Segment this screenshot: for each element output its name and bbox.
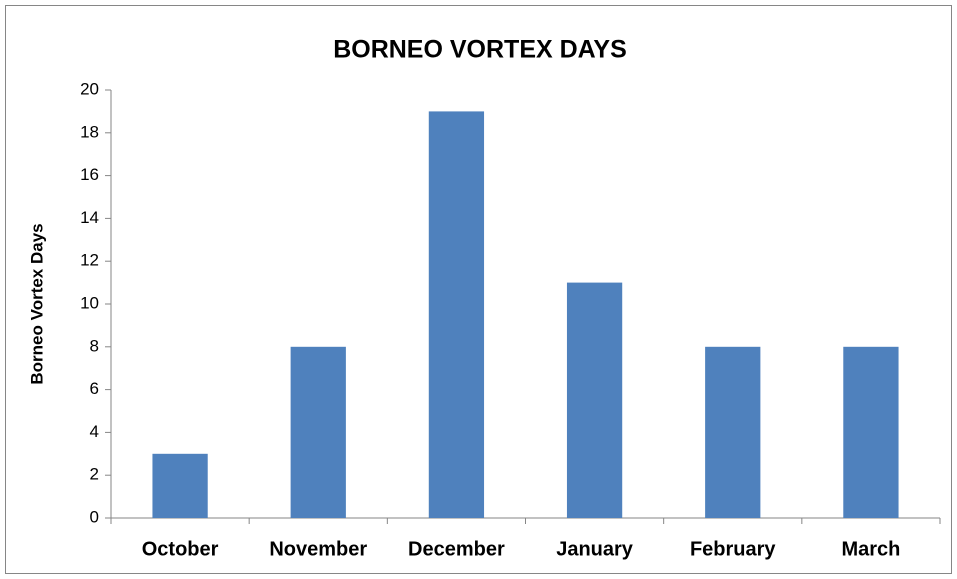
bar [152, 453, 208, 518]
y-tick-label: 12 [80, 251, 99, 270]
y-tick-label: 6 [90, 379, 99, 398]
y-tick-label: 16 [80, 165, 99, 184]
bar [843, 346, 899, 518]
x-tick-label: March [841, 538, 900, 560]
y-axis-label: Borneo Vortex Days [27, 223, 46, 384]
y-tick-label: 14 [80, 208, 99, 227]
x-tick-label: February [690, 538, 776, 560]
bar [428, 111, 485, 519]
bar [290, 346, 346, 518]
y-tick-label: 0 [90, 507, 99, 526]
bar [705, 346, 761, 518]
y-tick-label: 20 [80, 79, 99, 98]
y-tick-label: 2 [90, 465, 99, 484]
x-tick-label: December [408, 538, 505, 560]
x-tick-label: January [556, 538, 634, 560]
x-tick-label: October [142, 538, 219, 560]
chart-title: BORNEO VORTEX DAYS [333, 36, 627, 64]
y-tick-label: 4 [90, 422, 99, 441]
bar [566, 282, 623, 518]
y-tick-label: 18 [80, 122, 99, 141]
x-tick-label: November [269, 538, 367, 560]
y-tick-label: 8 [90, 336, 99, 355]
y-tick-label: 10 [80, 293, 99, 312]
